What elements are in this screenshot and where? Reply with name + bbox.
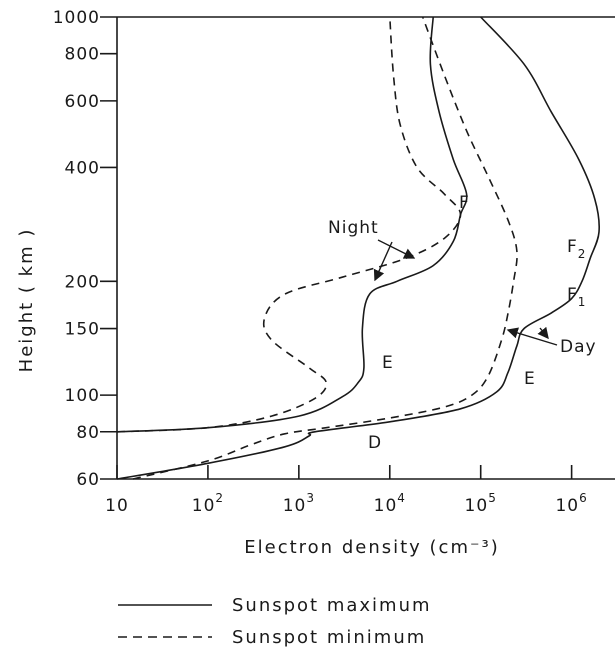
legend-label-min: Sunspot minimum — [232, 627, 426, 648]
y-tick-label: 600 — [65, 92, 100, 112]
x-tick-label: 106 — [555, 491, 587, 516]
x-axis-ticks: 10 102 103 104 105 106 — [105, 465, 587, 516]
y-tick-label: 80 — [76, 423, 100, 443]
curves — [116, 16, 600, 480]
annotation-arrow-2 — [506, 327, 558, 346]
annotation-e-day: E — [524, 369, 536, 389]
annotation-arrow-day-2 — [537, 326, 549, 340]
y-tick-label: 200 — [65, 272, 100, 292]
annotation-f1: F1 — [567, 285, 586, 309]
plot-frame — [116, 16, 615, 480]
y-tick-label: 150 — [65, 320, 100, 340]
series-line-3 — [116, 16, 600, 480]
y-axis-ticks: 60 80 100 150 200 400 600 800 1000 — [53, 8, 117, 490]
series-line-1 — [116, 16, 462, 433]
x-tick-label: 10 — [105, 496, 129, 516]
annotation-e-night: E — [382, 353, 394, 373]
y-tick-label: 100 — [65, 386, 100, 406]
annotation-f-night: F — [459, 193, 470, 213]
x-axis-title: Electron density (cm⁻³) — [244, 537, 499, 558]
annotation-d-day: D — [368, 433, 382, 453]
x-tick-label: 102 — [192, 491, 224, 516]
legend-label-max: Sunspot maximum — [232, 595, 432, 616]
annotation-f2: F2 — [567, 237, 586, 261]
y-tick-label: 60 — [76, 470, 100, 490]
series-line-0 — [116, 16, 468, 433]
legend: Sunspot maximum Sunspot minimum — [118, 595, 432, 648]
annotation-night: Night — [328, 218, 379, 238]
x-tick-label: 104 — [374, 491, 406, 516]
y-axis-title: Height ( km ) — [16, 228, 37, 373]
y-tick-label: 400 — [65, 158, 100, 178]
x-tick-label: 103 — [283, 491, 315, 516]
annotation-arrow-0 — [377, 239, 416, 259]
y-tick-label: 1000 — [53, 8, 100, 28]
annotation-arrow-1 — [373, 241, 393, 282]
annotation-day: Day — [560, 337, 597, 357]
annotations: Night Day F E F2 F1 E D — [328, 193, 597, 453]
y-tick-label: 800 — [65, 45, 100, 65]
x-tick-label: 105 — [465, 491, 497, 516]
